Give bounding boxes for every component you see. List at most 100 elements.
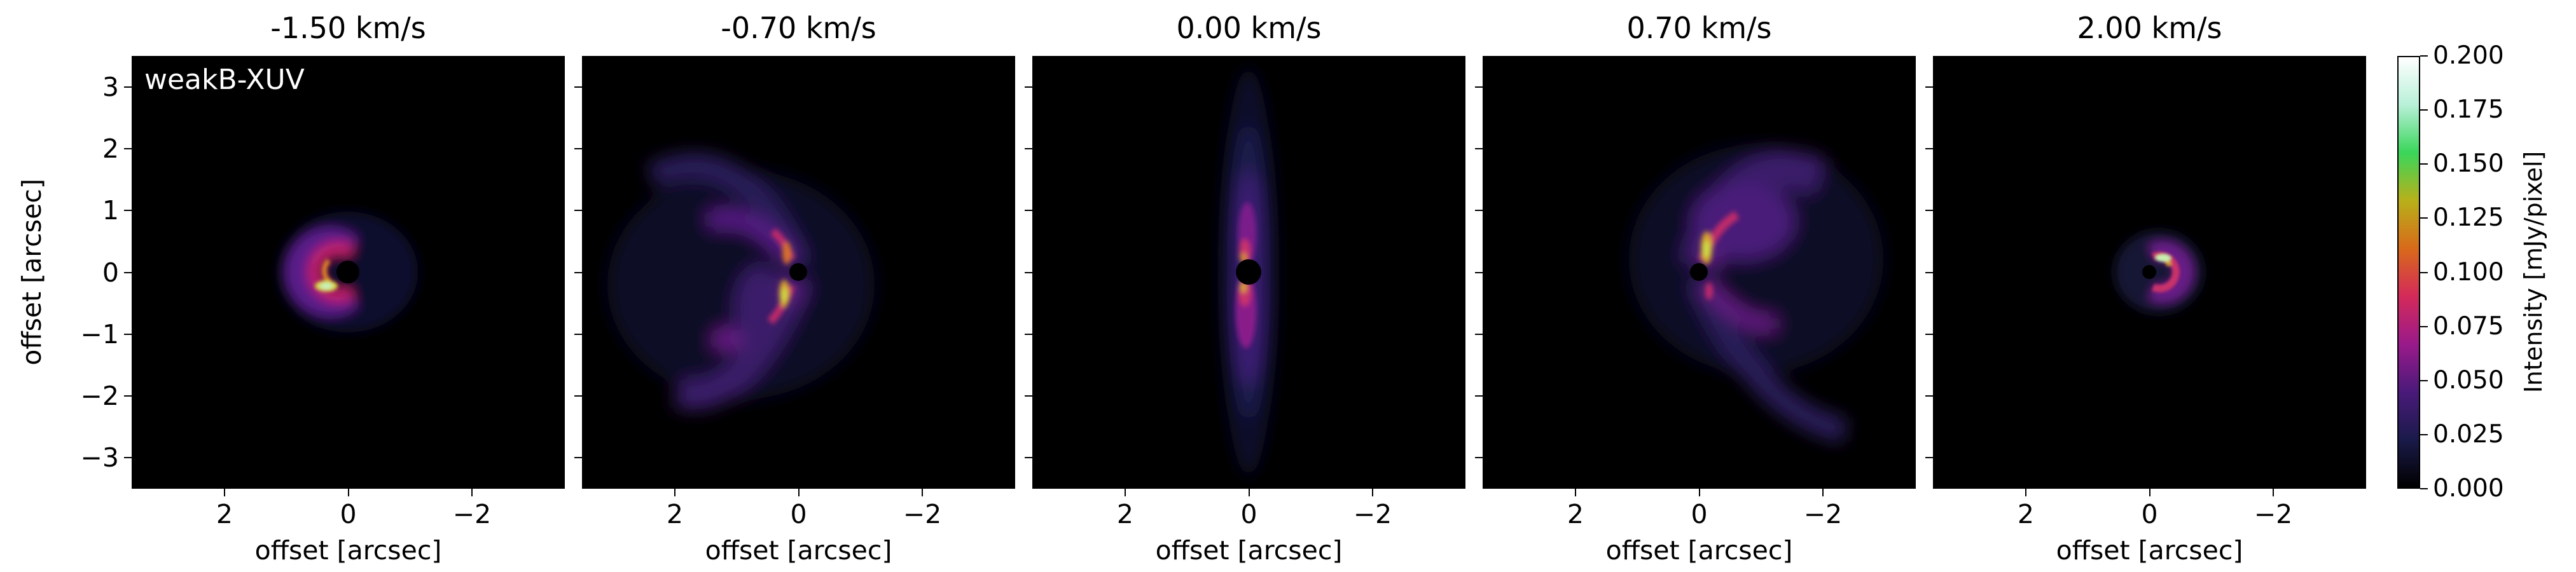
y-tick (124, 210, 132, 212)
y-tick (1925, 147, 1933, 149)
x-tick (2149, 489, 2150, 496)
y-tick (1025, 333, 1032, 335)
colorbar-tick-label: 0.025 (2433, 419, 2504, 449)
colorbar-tick-label: 0.125 (2433, 203, 2504, 233)
panel-title-2: -0.70 km/s (721, 11, 876, 45)
x-tick (1372, 489, 1374, 496)
y-tick (1025, 210, 1032, 212)
y-tick (574, 147, 582, 149)
channel-map-image-2 (607, 153, 875, 410)
y-tick (1925, 210, 1933, 212)
x-tick-label: 2 (666, 499, 683, 529)
y-tick (574, 210, 582, 212)
x-axis-label-1: offset [arcsec] (254, 535, 442, 566)
y-tick (1025, 147, 1032, 149)
colorbar-tick-label: 0.050 (2433, 365, 2504, 395)
y-tick (574, 86, 582, 88)
colorbar-tick (2420, 163, 2428, 165)
x-tick-label: 0 (2141, 499, 2158, 529)
x-tick-label: 0 (340, 499, 357, 529)
channel-map-panel-3 (1032, 56, 1465, 489)
y-tick (124, 457, 132, 459)
x-tick (1248, 489, 1250, 496)
colorbar (2397, 56, 2420, 489)
y-tick-label: −3 (80, 442, 119, 473)
x-axis-label-2: offset [arcsec] (705, 535, 892, 566)
panel-title-4: 0.70 km/s (1626, 11, 1772, 45)
y-tick (1475, 210, 1483, 212)
x-axis-label-4: offset [arcsec] (1605, 535, 1793, 566)
channel-map-image-1 (278, 212, 418, 332)
x-tick-label: 2 (1116, 499, 1133, 529)
channel-map-panel-2 (582, 56, 1015, 489)
y-tick (1475, 333, 1483, 335)
y-tick-label: −1 (80, 318, 119, 350)
colorbar-tick (2420, 325, 2428, 327)
y-tick (124, 147, 132, 149)
x-tick (1574, 489, 1576, 496)
y-tick (124, 395, 132, 397)
y-tick (574, 395, 582, 397)
y-tick (1475, 395, 1483, 397)
colorbar-tick (2420, 55, 2428, 57)
colorbar-tick-label: 0.175 (2433, 95, 2504, 125)
x-tick-label: 0 (1240, 499, 1257, 529)
x-tick (347, 489, 349, 496)
y-tick (1475, 457, 1483, 459)
x-tick (798, 489, 800, 496)
colorbar-tick-label: 0.200 (2433, 41, 2504, 70)
channel-map-panel-4 (1483, 56, 1916, 489)
x-axis-label-3: offset [arcsec] (1155, 535, 1343, 566)
colorbar-tick (2420, 433, 2428, 435)
y-tick (574, 271, 582, 273)
y-tick (124, 333, 132, 335)
x-tick (674, 489, 675, 496)
y-tick (1475, 147, 1483, 149)
x-tick-label: −2 (903, 499, 942, 529)
colorbar-tick (2420, 379, 2428, 381)
x-tick (2273, 489, 2275, 496)
colorbar-tick (2420, 271, 2428, 273)
x-tick (922, 489, 924, 496)
x-axis-label-5: offset [arcsec] (2056, 535, 2243, 566)
colorbar-tick-label: 0.075 (2433, 311, 2504, 341)
x-tick-label: −2 (1353, 499, 1392, 529)
y-tick-label: 0 (102, 257, 119, 288)
x-tick-label: 0 (790, 499, 807, 529)
x-tick-label: 2 (2017, 499, 2034, 529)
y-tick-label: 2 (102, 133, 119, 164)
y-tick (1025, 457, 1032, 459)
y-tick (124, 271, 132, 273)
x-tick (471, 489, 473, 496)
colorbar-tick (2420, 217, 2428, 219)
y-tick (1925, 333, 1933, 335)
x-tick-label: 2 (216, 499, 233, 529)
colorbar-label: Intensity [mJy/pixel] (2519, 151, 2547, 393)
x-tick (1698, 489, 1700, 496)
colorbar-tick-label: 0.000 (2433, 474, 2504, 503)
channel-map-panel-1: weakB-XUV (132, 56, 565, 489)
y-tick (1025, 395, 1032, 397)
y-tick (1025, 86, 1032, 88)
y-tick (1475, 86, 1483, 88)
panel-title-3: 0.00 km/s (1176, 11, 1322, 45)
x-tick (1822, 489, 1824, 496)
x-tick (2025, 489, 2026, 496)
channel-map-image-5 (2114, 231, 2203, 313)
channel-map-panel-5 (1933, 56, 2366, 489)
channel-map-image-4 (1629, 145, 1883, 444)
y-tick (1925, 271, 1933, 273)
y-tick (1925, 86, 1933, 88)
y-tick (1475, 271, 1483, 273)
y-tick (574, 457, 582, 459)
y-tick (1025, 271, 1032, 273)
colorbar-tick (2420, 109, 2428, 111)
colorbar-tick-label: 0.100 (2433, 257, 2504, 287)
x-tick (223, 489, 225, 496)
y-axis-label: offset [arcsec] (17, 179, 47, 365)
y-tick-label: 3 (102, 71, 119, 102)
panel-title-5: 2.00 km/s (2077, 11, 2222, 45)
y-tick (124, 86, 132, 88)
y-tick-label: −2 (80, 381, 119, 412)
x-tick-label: 2 (1567, 499, 1584, 529)
